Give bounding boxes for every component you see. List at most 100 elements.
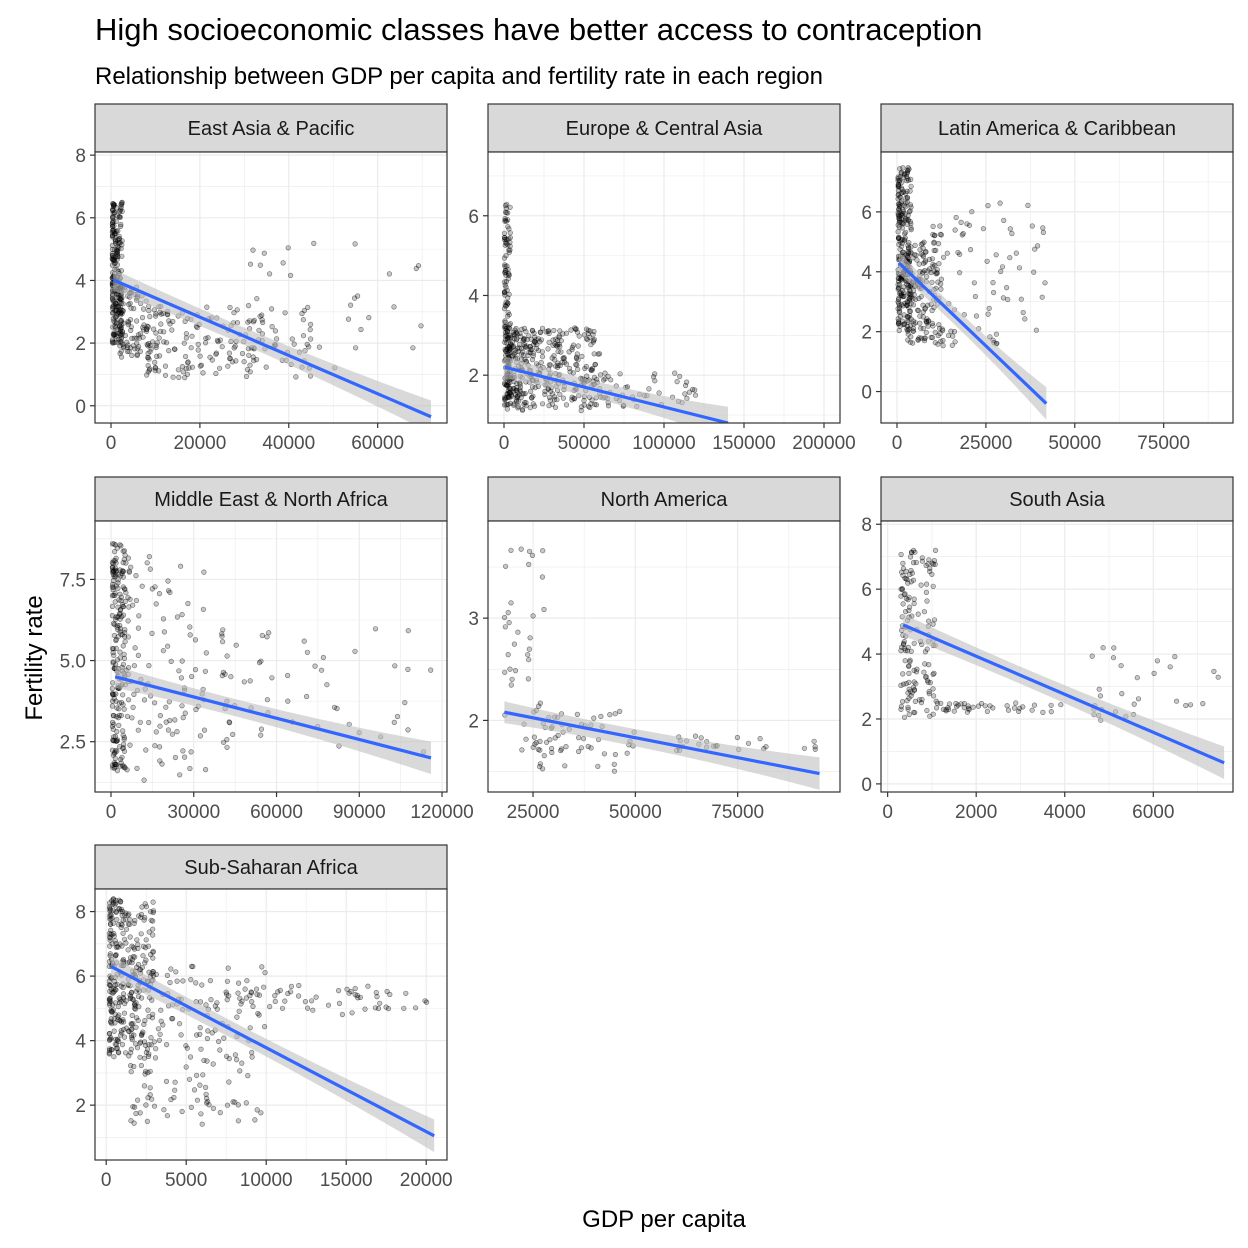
data-point [106,1051,112,1057]
data-point [1009,230,1015,237]
data-point [905,255,911,261]
data-point [239,350,246,357]
data-point [114,624,120,630]
data-point [262,969,268,976]
data-point [391,719,397,726]
data-point [146,929,152,935]
data-point [965,703,971,709]
data-point [121,343,127,350]
data-point [188,345,194,351]
data-point [118,204,124,210]
data-point [590,332,596,338]
strip-label: Europe & Central Asia [566,118,764,140]
data-point [127,742,133,748]
data-point [195,347,201,353]
data-point [537,747,543,753]
data-point [505,276,511,282]
y-tick-label: 6 [861,580,872,601]
data-point [960,231,966,237]
data-point [932,340,938,346]
data-point [160,648,166,654]
data-point [692,392,699,398]
confidence-band [115,665,431,775]
data-point [118,322,124,328]
data-point [255,1010,261,1017]
data-point [148,1034,154,1041]
data-point [133,1110,139,1117]
data-point [602,370,608,376]
panel-border [94,151,448,424]
data-point [125,342,131,348]
data-point [1048,702,1054,708]
trend-line [112,278,432,419]
data-point [243,995,249,1001]
data-point [1013,700,1019,706]
data-point [246,352,252,358]
data-point [180,369,186,375]
data-point [122,1050,129,1056]
data-point [135,1097,141,1103]
data-point [982,703,988,709]
data-point [526,657,532,663]
data-point [512,667,519,674]
data-point [114,657,121,663]
data-point [144,328,150,334]
data-point [535,347,542,354]
data-point [192,637,199,643]
data-point [201,569,207,575]
data-point [179,703,185,709]
data-point [185,600,191,607]
data-point [147,1085,153,1091]
data-point [617,708,623,715]
data-point [558,747,564,754]
data-point [235,990,241,996]
data-point [180,978,186,984]
data-point [126,665,132,671]
data-point [291,341,297,347]
data-point [387,991,393,998]
data-point [938,276,945,282]
data-point [154,353,160,360]
data-point [120,692,126,698]
data-point [617,371,623,377]
data-point [126,568,132,574]
data-point [1029,707,1035,713]
data-point [583,363,589,370]
data-point [153,313,159,319]
data-point [121,736,127,742]
data-point [428,667,434,673]
data-point [197,363,203,369]
data-point [108,1046,114,1053]
x-tick-label: 200000 [792,433,855,454]
data-point [179,1108,185,1115]
data-point [146,1053,152,1059]
data-point [910,547,917,554]
strip-background [487,476,841,522]
data-point [109,1002,116,1008]
data-point [1005,296,1011,303]
data-point [585,403,592,409]
data-point [282,310,288,316]
data-point [112,733,118,740]
x-tick-label: 10000 [240,1170,293,1191]
data-point [1172,653,1178,660]
data-point [656,390,662,396]
data-point [120,930,126,936]
data-point [1200,700,1206,707]
data-point [509,676,515,682]
data-point [131,1120,137,1126]
data-point [146,553,152,560]
data-point [900,249,906,255]
data-point [110,581,116,588]
data-point [692,387,698,393]
data-point [142,901,148,907]
data-point [120,732,126,738]
data-point [543,739,550,745]
data-point [254,991,260,998]
y-tick-label: 8 [75,903,86,924]
data-point [908,648,914,655]
data-point [901,237,908,243]
data-point [111,541,117,547]
data-point [971,280,977,286]
data-point [904,576,910,583]
